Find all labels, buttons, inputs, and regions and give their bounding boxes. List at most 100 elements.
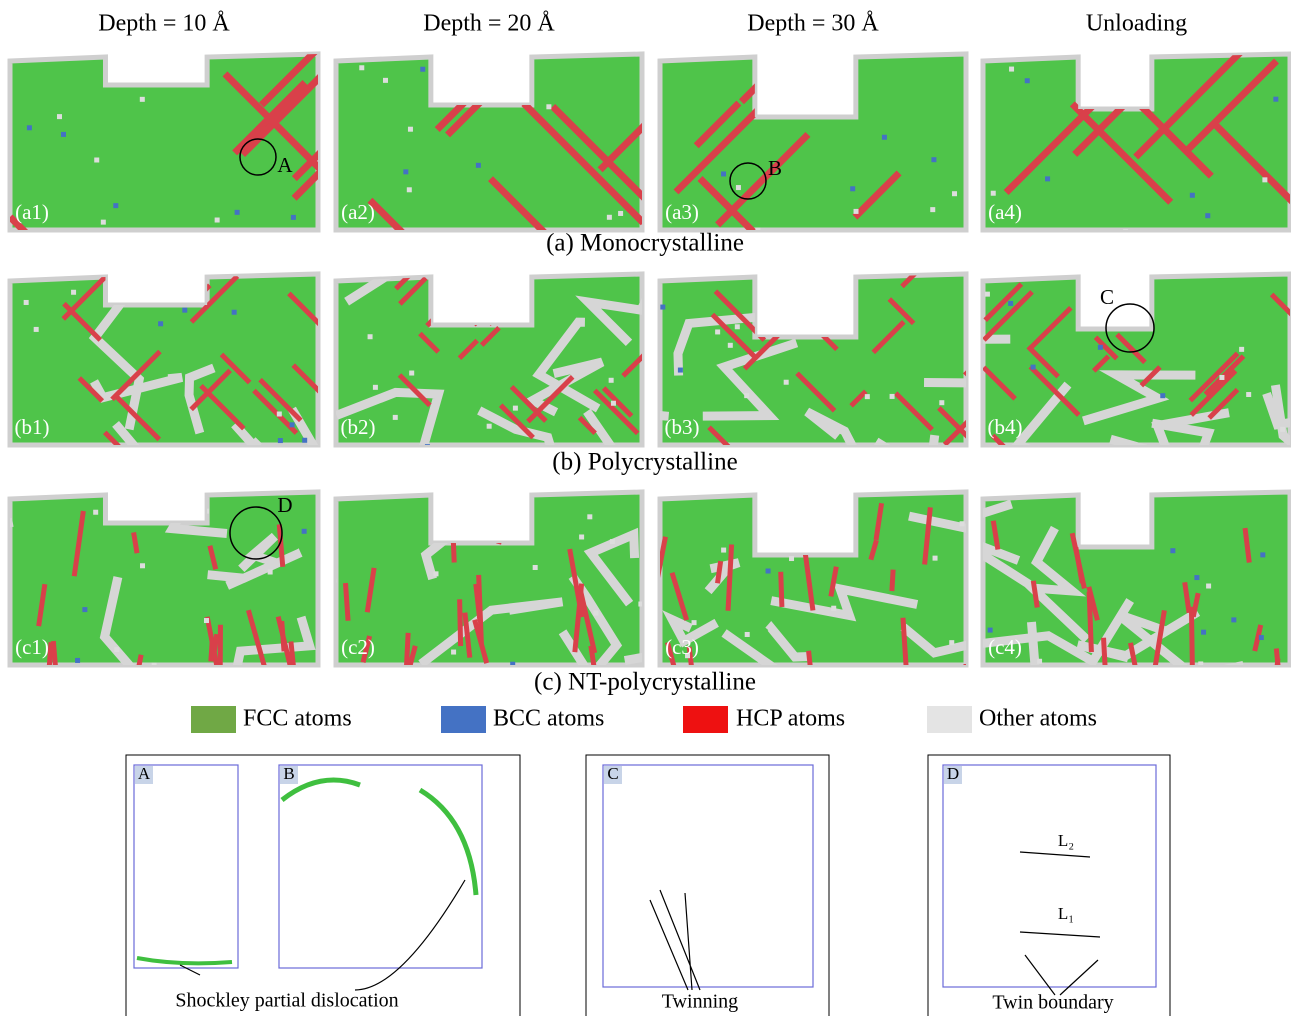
defect-atoms [302, 438, 307, 443]
hcp-stripe [966, 664, 967, 694]
defect-atoms [359, 65, 364, 70]
legend-label: BCC atoms [493, 706, 604, 732]
defect-atoms [949, 640, 954, 645]
hcp-stripe [499, 504, 509, 544]
hcp-stripe [407, 633, 409, 666]
defect-atoms [587, 514, 592, 519]
defect-atoms [1201, 630, 1206, 635]
defect-atoms [1008, 301, 1013, 306]
defect-atoms [609, 378, 614, 383]
defect-atoms [407, 187, 412, 192]
defect-atoms [57, 114, 62, 119]
defect-atoms [113, 203, 118, 208]
hcp-stripe [1089, 592, 1091, 652]
defect-atoms [931, 157, 936, 162]
defect-atoms [593, 611, 598, 616]
row-caption: (b) Polycrystalline [552, 449, 737, 476]
panel-label: (c3) [665, 635, 699, 659]
defect-atoms [61, 132, 66, 137]
legend-swatch [683, 706, 728, 733]
inset-caption: Twin boundary [992, 992, 1113, 1014]
inset-text: Stacking [160, 878, 227, 899]
defect-atoms [393, 415, 398, 420]
inset-panel [603, 765, 813, 987]
defect-atoms [1280, 427, 1285, 432]
defect-atoms [204, 618, 209, 623]
defect-atoms [114, 647, 119, 652]
defect-atoms [736, 185, 741, 190]
defect-atoms [1273, 97, 1278, 102]
defect-atoms [607, 215, 612, 220]
legend-label: FCC atoms [243, 706, 352, 732]
defect-atoms [140, 563, 145, 568]
defect-atoms [960, 521, 965, 526]
panel-body [10, 54, 318, 230]
panel-label: (b1) [15, 415, 50, 439]
defect-atoms [1259, 635, 1264, 640]
defect-atoms [721, 171, 726, 176]
defect-atoms [618, 211, 623, 216]
defect-atoms [1219, 375, 1224, 380]
defect-atoms [408, 127, 413, 132]
inset-text: Stacking [337, 860, 404, 881]
defect-atoms [34, 327, 39, 332]
defect-atoms [1031, 365, 1036, 370]
defect-atoms [158, 321, 163, 326]
panel-label: (a2) [341, 200, 375, 224]
defect-atoms [1231, 617, 1236, 622]
panel-label: (a1) [15, 200, 49, 224]
defect-atoms [930, 207, 935, 212]
defect-atoms [533, 565, 538, 570]
defect-atoms [985, 292, 990, 297]
defect-atoms [82, 607, 87, 612]
grain-boundary [876, 442, 963, 493]
defect-atoms [745, 632, 750, 637]
inset-tag: C [607, 764, 618, 783]
defect-atoms [409, 371, 414, 376]
panel-label: (c4) [988, 635, 1022, 659]
defect-atoms [1009, 67, 1014, 72]
defect-atoms [1262, 177, 1267, 182]
inset-text: fault [176, 904, 212, 925]
defect-atoms [1111, 75, 1116, 80]
defect-atoms [952, 191, 957, 196]
hcp-stripe [1271, 658, 1278, 720]
defect-atoms [721, 548, 726, 553]
panel-label: (a3) [665, 200, 699, 224]
panel-label: (c1) [15, 635, 49, 659]
inset-caption: Twinning [662, 991, 738, 1013]
panel-body [983, 274, 1290, 445]
legend-label: HCP atoms [736, 706, 845, 732]
defect-atoms [611, 401, 616, 406]
defect-atoms [865, 394, 870, 399]
defect-atoms [403, 169, 408, 174]
hcp-stripe [1191, 607, 1192, 668]
defect-atoms [71, 290, 76, 295]
row-caption: (a) Monocrystalline [546, 230, 744, 257]
legend-label: Other atoms [979, 706, 1097, 732]
defect-atoms [368, 334, 373, 339]
defect-atoms [291, 215, 296, 220]
inset-tag: D [947, 764, 959, 783]
panel-body [336, 54, 642, 230]
defect-atoms [660, 305, 665, 310]
row-caption: (c) NT-polycrystalline [534, 669, 756, 696]
defect-atoms [101, 220, 106, 225]
defect-atoms [1098, 345, 1103, 350]
inset-panel [134, 765, 238, 968]
defect-atoms [678, 368, 683, 373]
defect-atoms [513, 406, 518, 411]
panel-label: (b2) [341, 415, 376, 439]
defect-atoms [890, 394, 895, 399]
defect-atoms [487, 424, 492, 429]
column-header: Depth = 20 Å [423, 11, 555, 37]
defect-atoms [27, 125, 32, 130]
defect-atoms [715, 329, 720, 334]
defect-atoms [991, 191, 996, 196]
defect-atoms [692, 620, 697, 625]
defect-atoms [94, 158, 99, 163]
defect-atoms [1205, 213, 1210, 218]
hcp-stripe [892, 570, 893, 591]
defect-atoms [373, 385, 378, 390]
defect-atoms [93, 510, 98, 515]
